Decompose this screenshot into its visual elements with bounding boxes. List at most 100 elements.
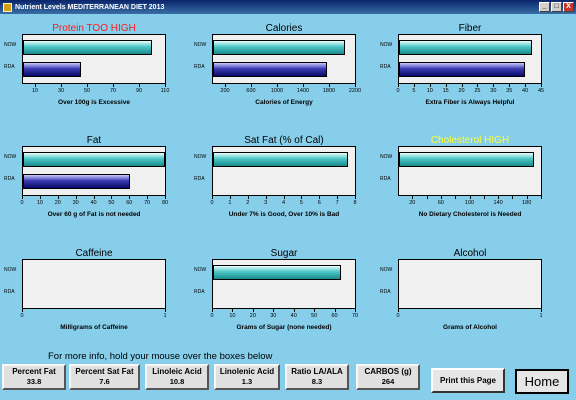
panel-title: Protein TOO HIGH <box>52 23 136 34</box>
stat-box-percent-fat[interactable]: Percent Fat 33.8 <box>2 364 66 390</box>
more-info-text: For more info, hold your mouse over the … <box>48 351 273 362</box>
bar-plot <box>212 34 356 84</box>
axis-tick <box>334 309 336 312</box>
axis-tick-label: 45 <box>537 88 545 94</box>
axis-tick-label: 60 <box>331 313 338 319</box>
axis-tick-label: 200 <box>220 88 230 94</box>
axis-tick-label: 30 <box>57 88 65 94</box>
axis-tick-label: 35 <box>506 88 513 94</box>
axis-tick <box>75 196 77 199</box>
axis-tick-label: 40 <box>90 200 97 206</box>
panel-title: Sugar <box>270 248 298 259</box>
axis-tick-label: 600 <box>246 88 256 94</box>
bar-plot <box>22 34 166 84</box>
axis-tick <box>509 84 511 87</box>
minimize-button[interactable]: _ <box>539 2 550 12</box>
axis-tick <box>455 196 457 199</box>
axis-tick <box>165 196 166 199</box>
axis-tick-label: 50 <box>83 88 91 94</box>
axis-tick-label: 4 <box>281 200 286 206</box>
panel-caption: Grams of Sugar (none needed) <box>236 324 332 331</box>
home-button[interactable]: Home <box>515 369 569 394</box>
axis-tick <box>541 309 542 312</box>
stat-box-linolenic-acid[interactable]: Linolenic Acid 1.3 <box>214 364 280 390</box>
axis-tick <box>147 196 149 199</box>
axis-tick-label: 30 <box>490 88 497 94</box>
app-icon <box>3 2 12 12</box>
panel-title: Fiber <box>458 23 482 34</box>
axis-tick-label: 30 <box>270 313 277 319</box>
panel-caption: Under 7% is Good, Over 10% is Bad <box>228 211 340 218</box>
axis-tick-label: 1 <box>228 200 232 206</box>
row-label-rda: RDA <box>380 64 391 70</box>
axis-tick <box>355 309 356 312</box>
axis-tick-label: 110 <box>160 88 170 94</box>
bar-plot <box>398 259 542 309</box>
axis-tick <box>229 196 231 199</box>
panel-title: Caffeine <box>75 248 113 259</box>
stat-label: Ratio LA/ALA <box>291 367 343 376</box>
maximize-button[interactable]: □ <box>551 2 562 12</box>
row-label-rda: RDA <box>4 64 15 70</box>
axis-tick-label: 5 <box>299 200 303 206</box>
axis-tick <box>337 196 339 199</box>
stat-box-carbos[interactable]: CARBOS (g) 264 <box>356 364 420 390</box>
axis-tick <box>526 196 528 199</box>
axis-tick <box>541 84 542 87</box>
panel-caption: Over 100g is Excessive <box>58 99 130 106</box>
axis-tick-label: 10 <box>229 313 236 319</box>
axis-tick <box>165 84 166 87</box>
axis-tick <box>111 196 113 199</box>
row-label-rda: RDA <box>4 289 15 295</box>
axis-tick-label: 1000 <box>270 88 284 94</box>
axis-tick-label: 0 <box>20 200 24 206</box>
stat-box-linoleic-acid[interactable]: Linoleic Acid 10.8 <box>145 364 209 390</box>
axis-tick <box>398 309 399 312</box>
close-button[interactable]: X <box>563 2 574 12</box>
row-label-now: NOW <box>4 154 17 160</box>
axis-tick-label: 60 <box>437 200 444 206</box>
panel-title: Sat Fat (% of Cal) <box>244 135 324 146</box>
axis-tick-label: 30 <box>72 200 79 206</box>
row-label-rda: RDA <box>380 176 391 182</box>
axis-tick <box>426 196 428 199</box>
stat-box-percent-sat-fat[interactable]: Percent Sat Fat 7.6 <box>69 364 140 390</box>
axis-tick <box>303 84 304 87</box>
axis-tick <box>212 196 213 199</box>
axis-tick-label: 10 <box>36 200 43 206</box>
stat-label: Percent Sat Fat <box>75 367 134 376</box>
stat-box-ratio-la-ala[interactable]: Ratio LA/ALA 8.3 <box>285 364 349 390</box>
panel-title: Alcohol <box>453 248 487 259</box>
axis-tick-label: 3 <box>264 200 268 206</box>
row-label-rda: RDA <box>194 176 205 182</box>
row-label-now: NOW <box>194 267 207 273</box>
stat-value: 10.8 <box>169 377 185 386</box>
x-axis: 0 5 10 15 20 25 30 35 40 45 <box>396 84 545 96</box>
axis-tick <box>355 196 356 199</box>
bar-now <box>213 265 341 280</box>
stat-value: 264 <box>381 377 395 386</box>
axis-tick <box>22 196 23 199</box>
print-page-button[interactable]: Print this Page <box>431 368 505 393</box>
panel-caption: Grams of Alcohol <box>443 324 497 331</box>
bar-now <box>23 40 152 55</box>
axis-tick <box>252 309 254 312</box>
axis-tick <box>22 309 23 312</box>
axis-tick-label: 70 <box>109 88 117 94</box>
bar-rda <box>23 62 81 77</box>
axis-tick <box>232 309 234 312</box>
x-axis: 0 10 20 30 40 50 60 70 80 <box>20 196 169 208</box>
bar-rda <box>23 174 130 189</box>
stat-label: CARBOS (g) <box>364 367 412 376</box>
axis-tick-label: 140 <box>493 200 503 206</box>
axis-tick-label: 0 <box>210 200 214 206</box>
axis-tick-label: 1 <box>539 313 543 319</box>
axis-tick <box>273 309 275 312</box>
bar-plot <box>212 146 356 196</box>
axis-tick-label: 2200 <box>348 88 362 94</box>
axis-tick-label: 1800 <box>322 88 336 94</box>
bar-now <box>399 152 534 167</box>
axis-tick-label: 25 <box>474 88 481 94</box>
axis-tick-label: 80 <box>161 200 169 206</box>
